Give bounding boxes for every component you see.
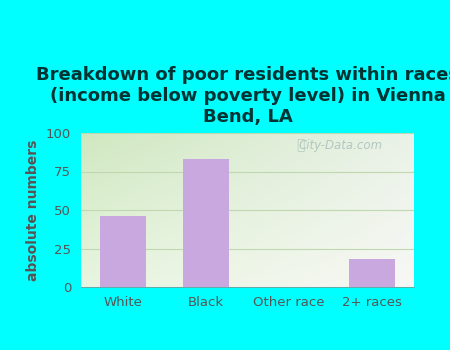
Text: City-Data.com: City-Data.com bbox=[299, 139, 383, 152]
Title: Breakdown of poor residents within races
(income below poverty level) in Vienna
: Breakdown of poor residents within races… bbox=[36, 66, 450, 126]
Bar bbox=[350, 259, 395, 287]
Y-axis label: absolute numbers: absolute numbers bbox=[27, 139, 40, 281]
Text: ⓘ: ⓘ bbox=[297, 138, 305, 152]
Bar bbox=[183, 159, 229, 287]
Bar bbox=[100, 216, 145, 287]
